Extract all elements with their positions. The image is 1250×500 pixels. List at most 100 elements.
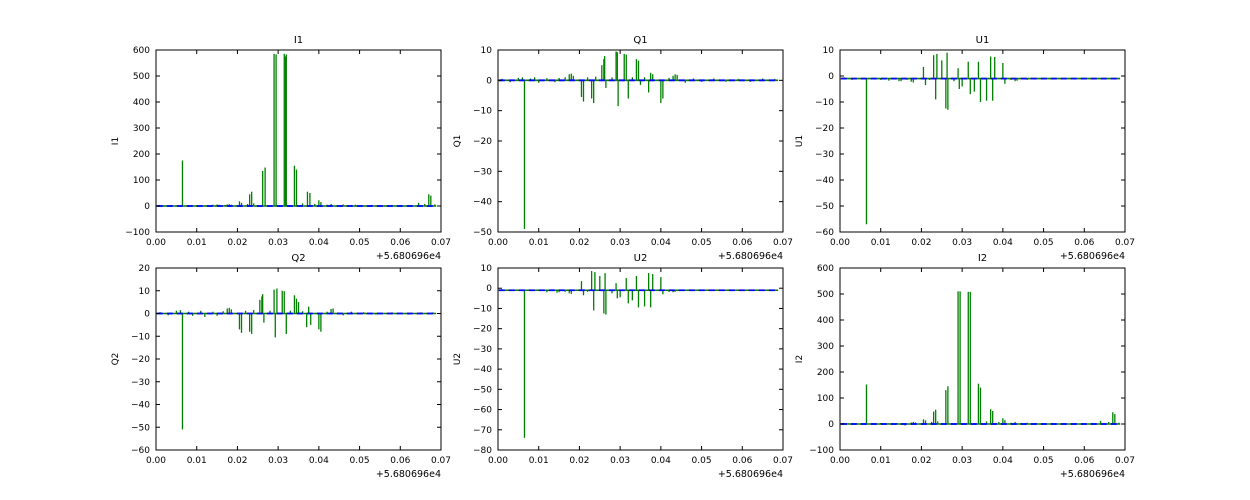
y-tick-label: 100 (133, 176, 150, 186)
y-tick-label: −10 (815, 98, 834, 108)
x-tick-label: 0.01 (187, 456, 207, 466)
y-axis-label: U1 (795, 135, 805, 147)
x-tick-label: 0.03 (610, 238, 630, 248)
y-tick-label: −30 (473, 345, 492, 355)
x-tick-label: 0.06 (732, 456, 752, 466)
y-axis-label: I1 (111, 137, 121, 145)
x-tick-label: 0.00 (488, 238, 508, 248)
x-tick-label: 0.06 (1074, 238, 1094, 248)
axes-spines (497, 49, 784, 233)
y-tick-label: 10 (481, 46, 493, 56)
y-tick-label: −100 (809, 446, 834, 456)
x-tick-label: 0.04 (993, 238, 1013, 248)
y-tick-label: −40 (473, 198, 492, 208)
subplot-title: Q1 (633, 35, 647, 46)
x-tick-label: 0.00 (146, 238, 166, 248)
y-tick-label: −40 (815, 176, 834, 186)
y-tick-label: 0 (828, 420, 834, 430)
x-tick-label: 0.05 (1034, 238, 1054, 248)
y-tick-label: 0 (486, 76, 492, 86)
x-tick-label: 0.05 (350, 238, 370, 248)
subplot-u2: 0.00 0.01 0.02 0.03 0.04 0.05 0.06 0.07 −80 −70 −6… (453, 253, 793, 480)
x-axis-offset-label: +5.680696e4 (718, 251, 783, 262)
y-tick-label: 10 (139, 287, 151, 297)
y-tick-label: −30 (815, 150, 834, 160)
x-tick-label: 0.00 (146, 456, 166, 466)
x-tick-label: 0.05 (692, 456, 712, 466)
x-tick-label: 0.01 (529, 238, 549, 248)
x-tick-label: 0.06 (390, 456, 410, 466)
y-tick-label: −50 (815, 202, 834, 212)
subplot-i2: 0.00 0.01 0.02 0.03 0.04 0.05 0.06 0.07 −100 0 100… (795, 253, 1135, 480)
x-tick-label: 0.07 (431, 238, 451, 248)
y-tick-label: 0 (828, 72, 834, 82)
y-tick-label: 300 (133, 124, 150, 134)
subplot-title: Q2 (291, 253, 305, 264)
x-axis-offset-label: +5.680696e4 (376, 251, 441, 262)
y-tick-label: 200 (133, 150, 150, 160)
subplot-title: I1 (294, 35, 303, 46)
x-tick-label: 0.06 (732, 238, 752, 248)
y-tick-label: 0 (144, 202, 150, 212)
x-axis-offset-label: +5.680696e4 (376, 469, 441, 480)
x-tick-label: 0.07 (431, 456, 451, 466)
x-tick-label: 0.04 (651, 238, 671, 248)
x-tick-label: 0.00 (830, 456, 850, 466)
y-tick-label: −40 (131, 401, 150, 411)
y-tick-label: −50 (131, 423, 150, 433)
subplot-i1: 0.00 0.01 0.02 0.03 0.04 0.05 0.06 0.07 −100 0 100… (111, 35, 451, 262)
y-tick-label: 600 (133, 46, 150, 56)
x-tick-label: 0.05 (1034, 456, 1054, 466)
y-tick-label: −10 (473, 107, 492, 117)
y-tick-label: −80 (473, 446, 492, 456)
y-tick-label: 400 (133, 98, 150, 108)
y-tick-label: −30 (473, 167, 492, 177)
y-axis-label: I2 (795, 355, 805, 363)
x-tick-label: 0.07 (1115, 456, 1135, 466)
y-tick-label: −50 (473, 385, 492, 395)
y-tick-label: −20 (473, 137, 492, 147)
x-tick-label: 0.07 (1115, 238, 1135, 248)
y-tick-label: 0 (486, 284, 492, 294)
x-tick-label: 0.02 (569, 456, 589, 466)
x-axis-offset-label: +5.680696e4 (1060, 469, 1125, 480)
y-tick-label: −40 (473, 365, 492, 375)
y-axis-label: Q1 (453, 135, 463, 148)
y-tick-label: 10 (823, 46, 835, 56)
x-tick-label: 0.03 (268, 456, 288, 466)
axes-spines (839, 267, 1126, 451)
x-tick-label: 0.04 (309, 238, 329, 248)
y-tick-label: 600 (817, 264, 834, 274)
y-tick-label: −20 (473, 325, 492, 335)
subplot-q1: 0.00 0.01 0.02 0.03 0.04 0.05 0.06 0.07 −50 −40 −3… (453, 35, 793, 262)
y-tick-label: −10 (473, 304, 492, 314)
x-tick-label: 0.00 (488, 456, 508, 466)
x-tick-label: 0.03 (952, 456, 972, 466)
axes-spines (839, 49, 1126, 233)
data-series-spikes (842, 291, 1120, 426)
y-tick-label: −30 (131, 378, 150, 388)
data-series-spikes (158, 53, 436, 206)
data-series-spikes (159, 288, 434, 430)
x-axis-offset-label: +5.680696e4 (1060, 251, 1125, 262)
y-axis-label: Q2 (111, 353, 121, 366)
subplot-title: U2 (634, 253, 648, 264)
subplot-q2: 0.00 0.01 0.02 0.03 0.04 0.05 0.06 0.07 −60 −50 −4… (111, 253, 451, 480)
x-tick-label: 0.02 (227, 456, 247, 466)
x-tick-label: 0.07 (773, 238, 793, 248)
y-tick-label: −20 (815, 124, 834, 134)
y-axis-label: U2 (453, 353, 463, 365)
axes-spines (155, 267, 442, 451)
x-tick-label: 0.06 (1074, 456, 1094, 466)
x-tick-label: 0.05 (692, 238, 712, 248)
x-tick-label: 0.02 (227, 238, 247, 248)
x-tick-label: 0.02 (911, 238, 931, 248)
x-tick-label: 0.02 (569, 238, 589, 248)
y-tick-label: −60 (815, 228, 834, 238)
x-tick-label: 0.02 (911, 456, 931, 466)
x-tick-label: 0.01 (529, 456, 549, 466)
y-tick-label: −10 (131, 332, 150, 342)
subplot-title: U1 (976, 35, 990, 46)
x-axis-offset-label: +5.680696e4 (718, 469, 783, 480)
x-tick-label: 0.01 (871, 456, 891, 466)
